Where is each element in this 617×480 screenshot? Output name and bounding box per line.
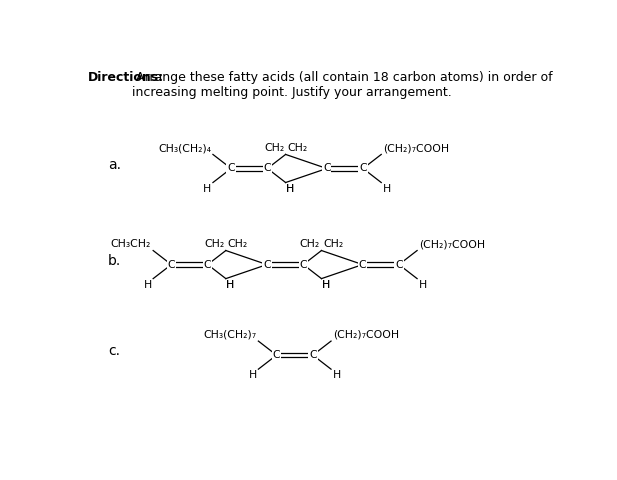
Text: H: H — [226, 280, 234, 290]
Text: Arrange these fatty acids (all contain 18 carbon atoms) in order of
increasing m: Arrange these fatty acids (all contain 1… — [131, 71, 552, 98]
Text: CH₂: CH₂ — [204, 240, 225, 250]
Text: CH₃CH₂: CH₃CH₂ — [111, 240, 151, 250]
Text: Directions:: Directions: — [88, 71, 164, 84]
Text: C: C — [323, 164, 331, 173]
Text: CH₃(CH₂)₇: CH₃(CH₂)₇ — [204, 330, 257, 340]
Text: C: C — [299, 260, 307, 270]
Text: CH₂: CH₂ — [323, 240, 343, 250]
Text: H: H — [321, 280, 329, 290]
Text: (CH₂)₇COOH: (CH₂)₇COOH — [333, 330, 399, 340]
Text: C: C — [273, 350, 280, 360]
Text: C: C — [263, 164, 271, 173]
Text: C: C — [227, 164, 235, 173]
Text: C: C — [263, 260, 271, 270]
Text: CH₂: CH₂ — [227, 240, 247, 250]
Text: H: H — [383, 184, 391, 193]
Text: C: C — [359, 164, 367, 173]
Text: CH₂: CH₂ — [300, 240, 320, 250]
Text: (CH₂)₇COOH: (CH₂)₇COOH — [383, 144, 449, 153]
Text: H: H — [249, 370, 257, 380]
Text: H: H — [286, 184, 294, 193]
Text: CH₂: CH₂ — [264, 144, 284, 153]
Text: C: C — [309, 350, 317, 360]
Text: a.: a. — [108, 158, 121, 172]
Text: b.: b. — [108, 254, 122, 268]
Text: H: H — [286, 184, 294, 193]
Text: CH₃(CH₂)₄: CH₃(CH₂)₄ — [158, 144, 211, 153]
Text: C: C — [358, 260, 366, 270]
Text: C: C — [167, 260, 175, 270]
Text: H: H — [322, 280, 330, 290]
Text: C: C — [204, 260, 212, 270]
Text: (CH₂)₇COOH: (CH₂)₇COOH — [419, 240, 485, 250]
Text: H: H — [226, 280, 234, 290]
Text: H: H — [418, 280, 427, 290]
Text: CH₂: CH₂ — [287, 144, 307, 153]
Text: H: H — [144, 280, 152, 290]
Text: c.: c. — [108, 345, 120, 359]
Text: H: H — [333, 370, 341, 380]
Text: H: H — [203, 184, 212, 193]
Text: C: C — [395, 260, 403, 270]
